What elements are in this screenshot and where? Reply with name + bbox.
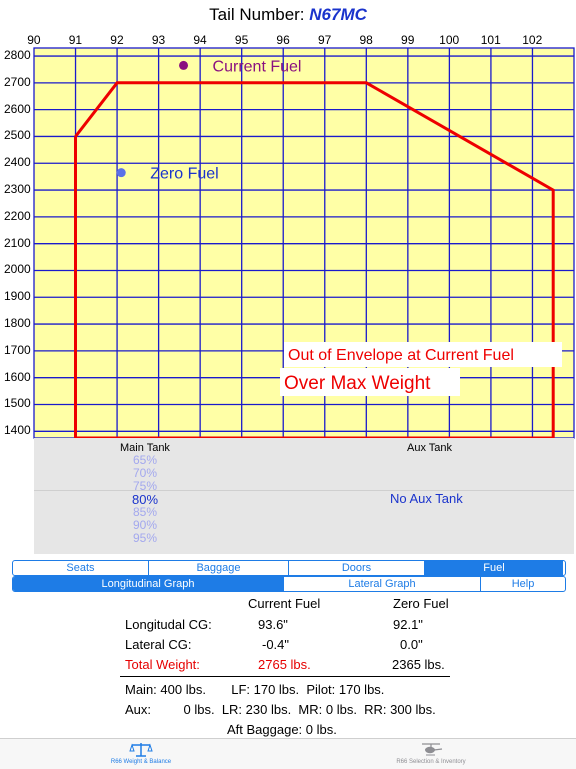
zero-fuel-point (116, 168, 126, 178)
x-tick-label: 90 (27, 33, 41, 47)
picker-option[interactable]: 65% (132, 454, 158, 467)
fuel-panel (34, 438, 574, 554)
x-tick-label: 94 (193, 33, 207, 47)
picker-option[interactable]: 75% (132, 479, 158, 493)
picker-option[interactable]: 90% (132, 518, 158, 532)
aux-tank-label: Aux Tank (407, 442, 453, 454)
picker-option[interactable]: 85% (132, 505, 158, 519)
y-tick-label: 1800 (4, 316, 31, 331)
main-tank-label: Main Tank (120, 442, 170, 454)
current-fuel-header: Current Fuel (248, 596, 321, 611)
loads-line-2: Aux: 0 lbs. LR: 230 lbs. MR: 0 lbs. RR: … (125, 702, 436, 717)
picker-option[interactable]: 80% (131, 492, 159, 507)
x-tick-label: 91 (68, 33, 83, 47)
helicopter-icon (422, 743, 443, 756)
x-tick-label: 102 (522, 33, 543, 47)
x-tick-label: 92 (110, 33, 124, 47)
tab-selection-inventory[interactable]: R66 Selection & Inventory (376, 741, 486, 765)
total-weight-label: Total Weight: (125, 657, 200, 672)
tab-weight-balance-label: R66 Weight & Balance (110, 759, 172, 765)
current-fuel-point (179, 60, 189, 70)
x-tick-label: 95 (234, 33, 249, 47)
picker-option[interactable]: 70% (132, 466, 158, 480)
graph-tabs: Longitudinal Graph Lateral Graph Help (12, 576, 566, 592)
bottom-tab-bar: R66 Weight & Balance R66 Selection & Inv… (0, 738, 576, 769)
tab-fuel[interactable]: Fuel (425, 561, 563, 575)
warning-over-max-weight: Over Max Weight (284, 373, 431, 394)
x-tick-label: 99 (401, 33, 415, 47)
tab-baggage[interactable]: Baggage (149, 561, 289, 575)
tab-help[interactable]: Help (511, 578, 535, 590)
longitudinal-cg-zero: 92.1" (393, 617, 423, 632)
longitudinal-cg-label: Longitudal CG: (125, 617, 212, 632)
y-tick-label: 1900 (4, 289, 31, 304)
longitudinal-cg-current: 93.6" (258, 617, 288, 632)
y-tick-label: 2400 (4, 155, 31, 170)
x-tick-label: 100 (439, 33, 460, 47)
x-axis-ticks: 90 91 92 93 94 95 96 97 98 99 100 101 102 (0, 33, 576, 47)
picker-option[interactable]: 95% (132, 531, 158, 543)
y-tick-label: 2500 (4, 128, 31, 143)
x-tick-label: 96 (276, 33, 290, 47)
y-tick-label: 1600 (4, 369, 31, 384)
aux-tank-status: No Aux Tank (390, 491, 463, 506)
main-tank-fuel-picker[interactable]: 65%70%75%80%85%90%95%100% (120, 454, 170, 542)
page-title: Tail Number: N67MC (0, 5, 576, 25)
total-weight-zero: 2365 lbs. (392, 657, 445, 672)
warning-box-2 (280, 368, 460, 396)
x-tick-label: 101 (480, 33, 501, 47)
lateral-cg-current: -0.4" (262, 637, 290, 652)
loads-line-1: Main: 400 lbs. LF: 170 lbs. Pilot: 170 l… (125, 682, 385, 697)
loads-line-3: Aft Baggage: 0 lbs. (227, 722, 337, 737)
y-tick-label: 2000 (4, 262, 31, 277)
cg-envelope-chart: Current Fuel Zero Fuel Out of Envelope at … (33, 47, 575, 440)
y-tick-label: 2800 (4, 48, 31, 63)
zero-fuel-header: Zero Fuel (393, 596, 449, 611)
x-tick-label: 93 (151, 33, 166, 47)
y-tick-label: 1500 (4, 396, 31, 411)
title-prefix: Tail Number: (209, 5, 305, 24)
tab-lateral-graph[interactable]: Lateral Graph (284, 577, 481, 591)
lateral-cg-zero: 0.0" (400, 637, 423, 652)
warning-out-of-envelope: Out of Envelope at Current Fuel (288, 347, 514, 364)
x-tick-label: 98 (359, 33, 373, 47)
y-axis-ticks: 2800 2700 2600 2500 2400 2300 2200 2100 2000 1900… (0, 0, 34, 440)
warning-box-1 (284, 342, 562, 367)
scale-icon (129, 743, 153, 757)
y-tick-label: 2300 (4, 182, 31, 197)
current-fuel-label: Current Fuel (213, 58, 302, 75)
y-tick-label: 2100 (4, 235, 31, 250)
tab-seats[interactable]: Seats (13, 561, 149, 575)
tab-selection-inventory-label: R66 Selection & Inventory (396, 759, 466, 765)
tab-longitudinal-graph[interactable]: Longitudinal Graph (13, 577, 284, 591)
x-tick-label: 97 (317, 33, 332, 47)
y-tick-label: 1400 (4, 423, 31, 438)
total-weight-current: 2765 lbs. (258, 657, 311, 672)
results-divider (120, 676, 450, 677)
lateral-cg-label: Lateral CG: (125, 637, 192, 652)
tab-doors[interactable]: Doors (289, 561, 425, 575)
y-tick-label: 2700 (4, 74, 31, 89)
tab-weight-balance[interactable]: R66 Weight & Balance (86, 741, 196, 765)
zero-fuel-label: Zero Fuel (150, 166, 218, 183)
y-tick-label: 2200 (4, 208, 31, 223)
y-tick-label: 1700 (4, 342, 31, 357)
y-tick-label: 2600 (4, 101, 31, 116)
section-tabs: Seats Baggage Doors Fuel (12, 560, 566, 576)
tail-number: N67MC (309, 5, 367, 24)
